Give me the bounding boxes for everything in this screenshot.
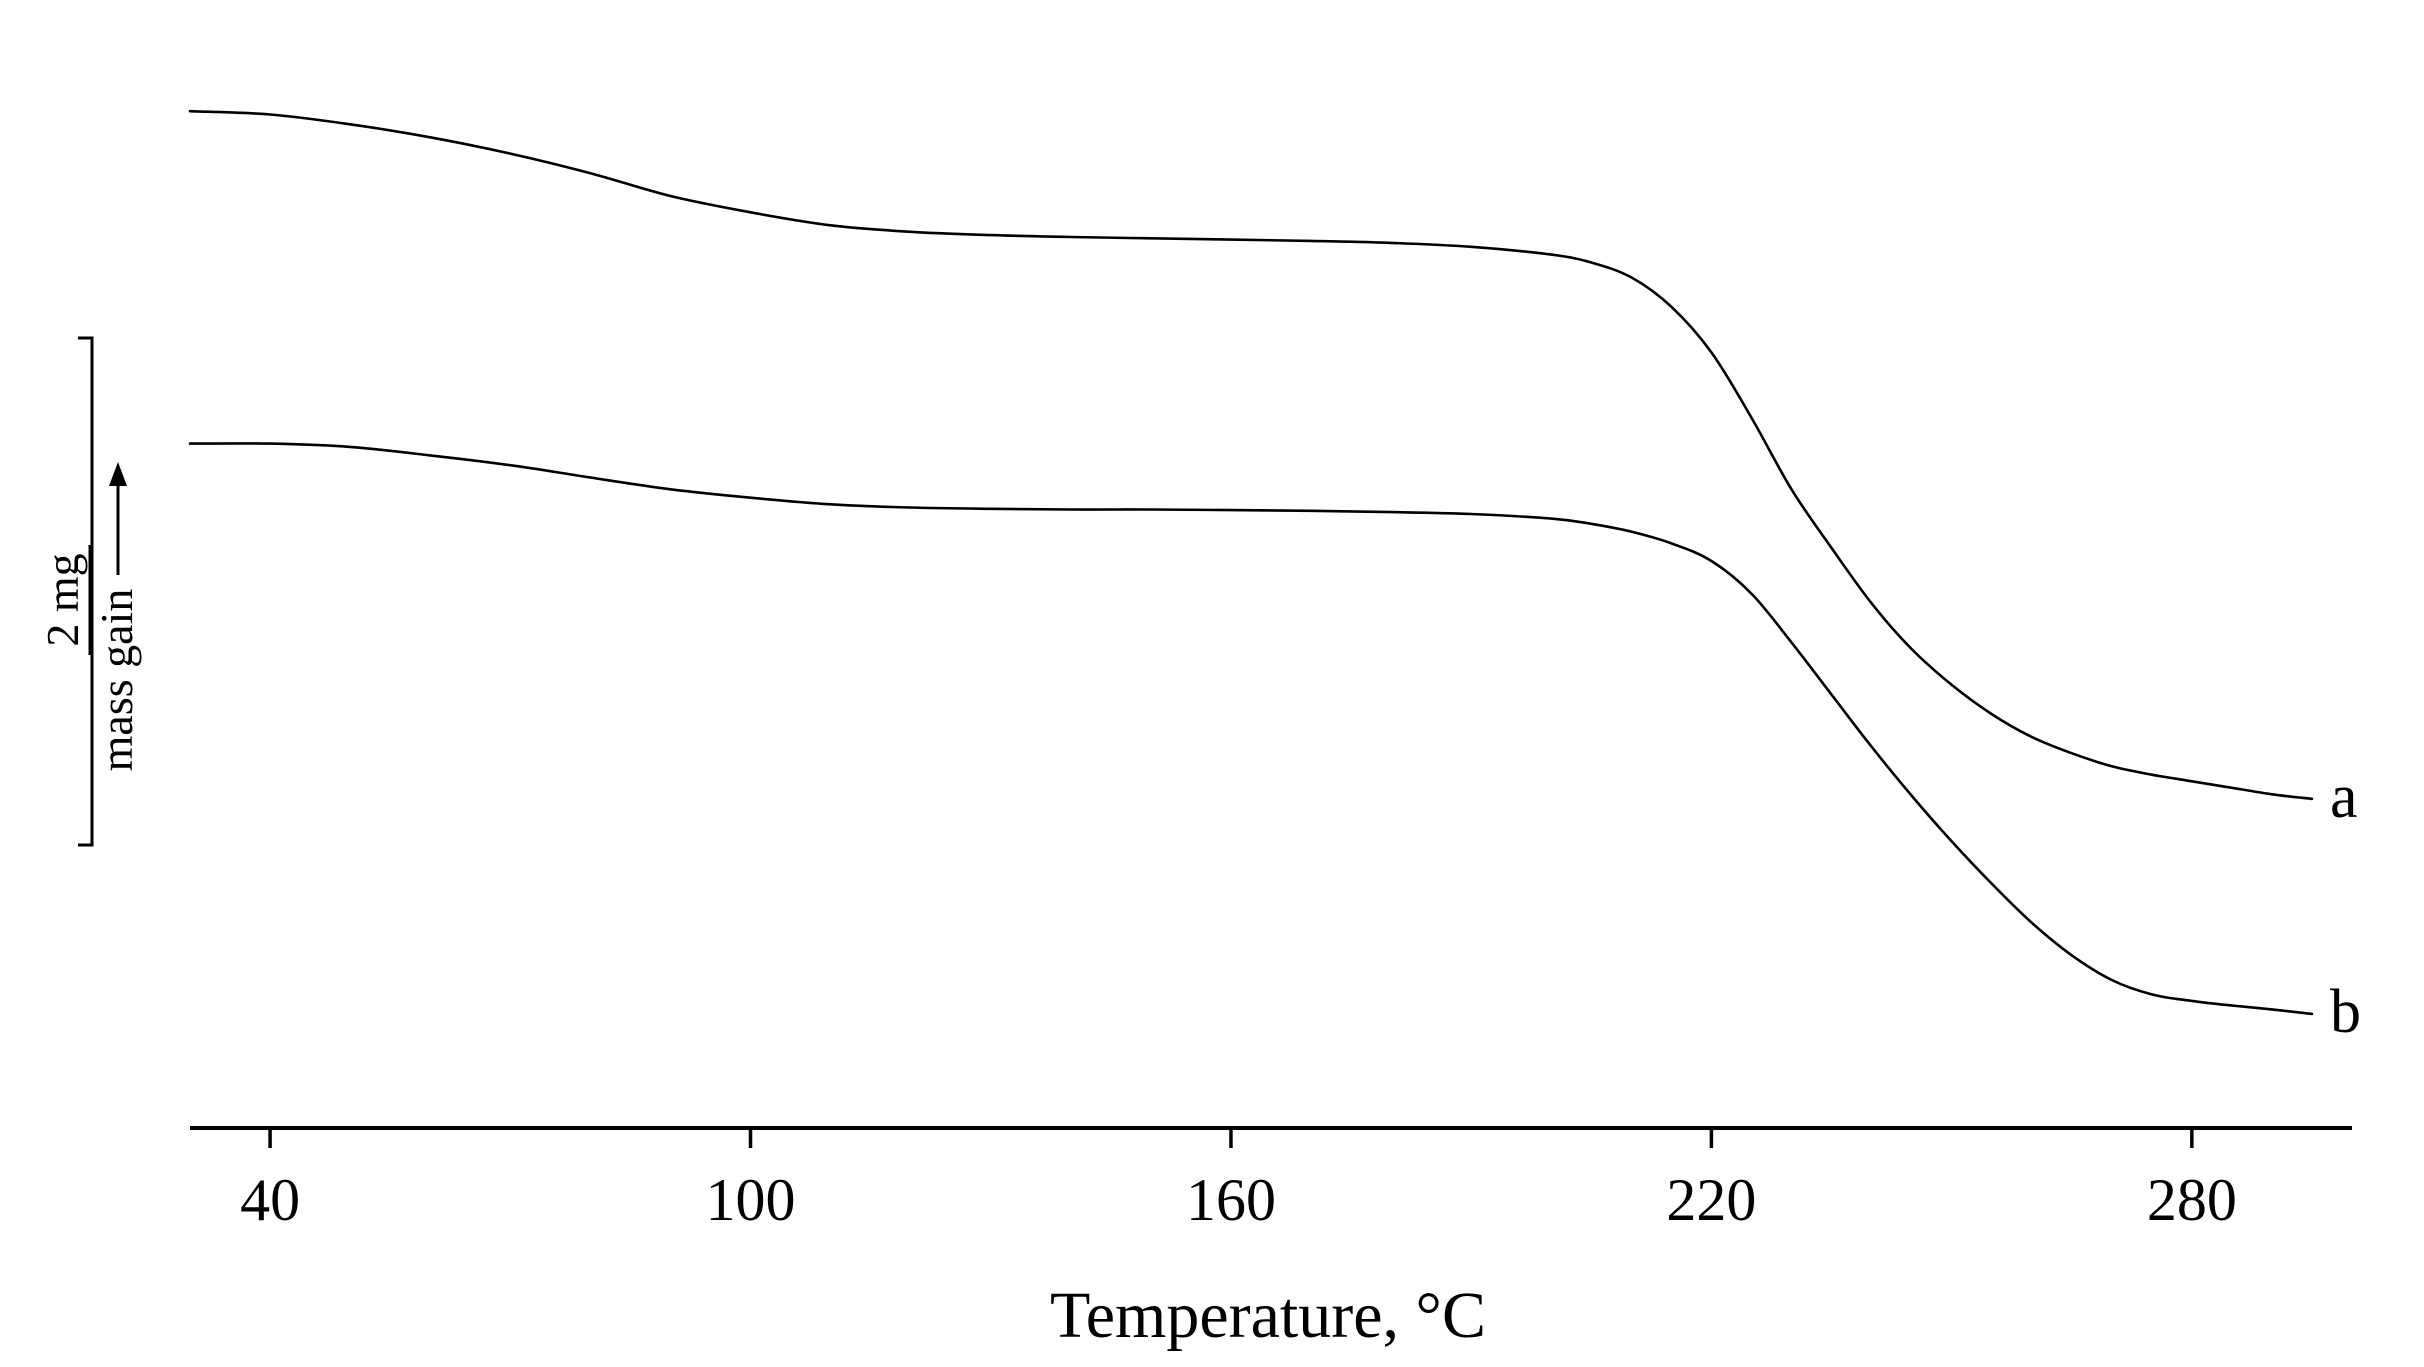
scale-bar-bracket: [78, 336, 94, 847]
x-axis: 40 100 160 220 280: [190, 1126, 2352, 1233]
series-label-a: a: [2330, 763, 2358, 831]
mass-gain-label: mass gain: [91, 589, 142, 772]
x-tick-label: 280: [2147, 1167, 2237, 1233]
x-tick-label: 220: [1666, 1167, 1756, 1233]
x-tick-label: 160: [1186, 1167, 1276, 1233]
plot-area: [188, 109, 2314, 1016]
series-labels: ab: [2330, 763, 2361, 1046]
scale-bar: 2 mg mass gain: [37, 336, 142, 847]
x-axis-title: Temperature, °C: [1050, 1279, 1486, 1352]
series-line-b: [188, 442, 2314, 1016]
series-line-a: [188, 109, 2314, 801]
x-tick-label: 100: [706, 1167, 796, 1233]
mass-gain-arrow-head-icon: [109, 462, 127, 486]
series-label-b: b: [2330, 978, 2361, 1046]
scale-bar-value-label: 2 mg: [37, 553, 88, 646]
x-tick-label: 40: [240, 1167, 300, 1233]
